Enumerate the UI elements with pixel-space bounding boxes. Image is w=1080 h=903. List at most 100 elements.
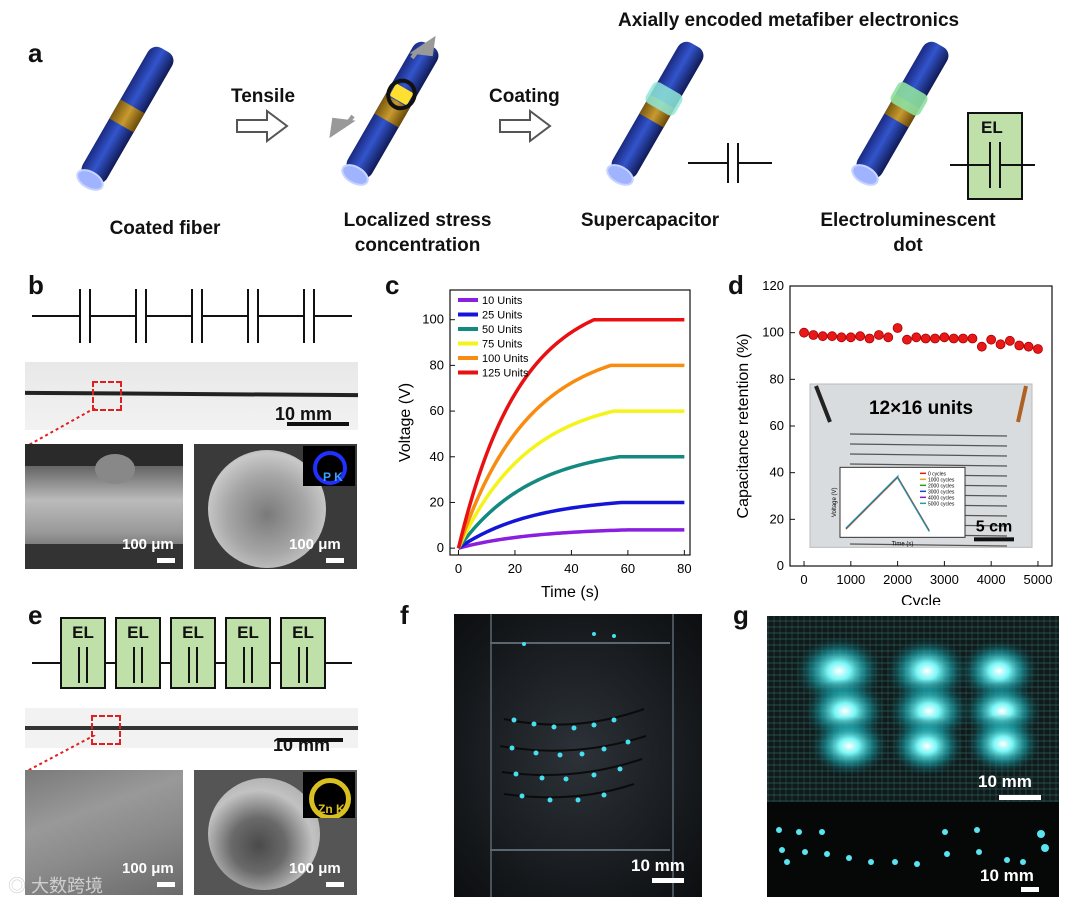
el-box: EL [60, 617, 106, 689]
fiber-stressed [337, 37, 444, 190]
y-tick-label: 80 [770, 371, 784, 386]
el-box-label: EL [981, 118, 1003, 137]
sem-image-e2 [194, 770, 357, 895]
scale-sem-b1: 100 μm [122, 536, 174, 553]
scale-bar-b2 [326, 558, 344, 563]
el-box: EL [170, 617, 216, 689]
panel-g-label: g [733, 600, 749, 630]
el-box-label: EL [182, 623, 204, 642]
legend-label: 10 Units [482, 295, 523, 307]
panel-f-label: f [400, 600, 409, 630]
y-tick-label: 100 [762, 325, 784, 340]
legend-label: 25 Units [482, 310, 523, 322]
data-point [808, 330, 819, 340]
photo-f-el-fiber-bottle [454, 614, 702, 897]
panel-a-header: Axially encoded metafiber electronics [618, 10, 960, 31]
scale-bar-b1 [157, 558, 175, 563]
data-point [855, 331, 866, 342]
data-point [939, 332, 950, 343]
watermark: ◎ 大数跨境 [8, 872, 103, 898]
data-point [845, 332, 856, 343]
el-box: EL [225, 617, 271, 689]
x-tick-label: 3000 [930, 572, 959, 587]
y-axis-label: Capacitance retention (%) [735, 334, 752, 519]
plot-frame [449, 289, 691, 556]
scale-g-top: 10 mm [978, 772, 1032, 791]
inset-legend-label: 2000 cycles [928, 483, 955, 489]
y-tick-label: 20 [430, 494, 444, 509]
data-point [967, 333, 978, 344]
series-line-125-units [456, 317, 685, 549]
x-tick-label: 0 [800, 572, 807, 587]
data-point [948, 333, 959, 344]
el-box-label: EL [292, 623, 314, 642]
sem-image-e1 [25, 770, 183, 895]
panel-a-label: a [28, 38, 43, 68]
scale-f: 10 mm [631, 856, 685, 875]
fiber-electroluminescent [847, 37, 954, 190]
caption-electroluminescent: Electroluminescent dot [820, 210, 996, 256]
cap-unit [79, 289, 315, 345]
data-point [873, 330, 884, 340]
clip-left [814, 385, 832, 423]
watermark-text: 大数跨境 [31, 876, 104, 896]
eds-label-e: Zn K [318, 802, 345, 816]
data-point [864, 333, 875, 344]
capacitor-symbol [688, 143, 772, 183]
data-point [817, 331, 828, 342]
data-point [920, 333, 931, 344]
y-tick-label: 80 [430, 357, 444, 372]
scale-main-e: 10 mm [273, 735, 331, 755]
data-point [902, 334, 912, 345]
scale-sem-b2: 100 μm [289, 536, 341, 553]
fabric-fiber-line [849, 443, 1008, 447]
y-tick-label: 40 [430, 449, 444, 464]
el-box: EL [115, 617, 161, 689]
x-axis-label: Time (s) [541, 584, 599, 601]
eds-inset-b [303, 446, 355, 486]
legend-label: 75 Units [482, 339, 523, 351]
scale-bar-g-bottom [1021, 887, 1039, 892]
arrow-coating [499, 109, 552, 143]
y-tick-label: 60 [430, 403, 444, 418]
series-line-75-units [456, 409, 685, 549]
data-point [1033, 344, 1043, 354]
fabric-fiber-line [849, 433, 1008, 437]
data-point [958, 333, 969, 344]
data-point [930, 333, 940, 344]
arrow-tensile-label: Tensile [231, 86, 296, 107]
el-box-label: EL [72, 623, 94, 642]
x-tick-label: 40 [564, 561, 578, 576]
x-tick-label: 80 [677, 561, 691, 576]
data-point [976, 341, 987, 352]
series-line-100-units [456, 363, 685, 549]
scale-g-bottom: 10 mm [980, 866, 1034, 885]
scale-bar-e2 [326, 882, 344, 887]
watermark-icon: ◎ [8, 876, 32, 896]
el-box-label: EL [127, 623, 149, 642]
caption-localized-stress: Localized stress concentration [343, 210, 492, 256]
arrow-tensile [236, 109, 289, 143]
scale-bar-f [652, 878, 684, 883]
arrow-coating-label: Coating [489, 86, 560, 107]
photo-label: 12×16 units [869, 398, 973, 419]
y-tick-label: 100 [422, 312, 444, 327]
sem-image-b1 [25, 444, 183, 569]
panel-c-label: c [385, 270, 400, 300]
scale-sem-e2: 100 μm [289, 860, 341, 877]
scale-sem-e1: 100 μm [122, 860, 174, 877]
y-axis-label: Voltage (V) [397, 383, 414, 462]
caption-supercapacitor: Supercapacitor [580, 210, 720, 231]
x-tick-label: 1000 [836, 572, 865, 587]
x-tick-label: 2000 [883, 572, 912, 587]
fiber-photo-e [25, 708, 358, 748]
data-point [883, 332, 894, 343]
eds-inset-e [303, 772, 355, 818]
x-tick-label: 5000 [1024, 572, 1053, 587]
y-tick-label: 40 [770, 465, 784, 480]
data-point [799, 327, 809, 338]
capacitor-series-diagram [32, 289, 352, 345]
series-line-10-units [458, 528, 685, 550]
inset-legend-label: 1000 cycles [928, 477, 955, 483]
chart-c: 0 20 40 60 80 0 20 40 60 80 100 Time (s) Voltage (V)… [397, 289, 692, 601]
